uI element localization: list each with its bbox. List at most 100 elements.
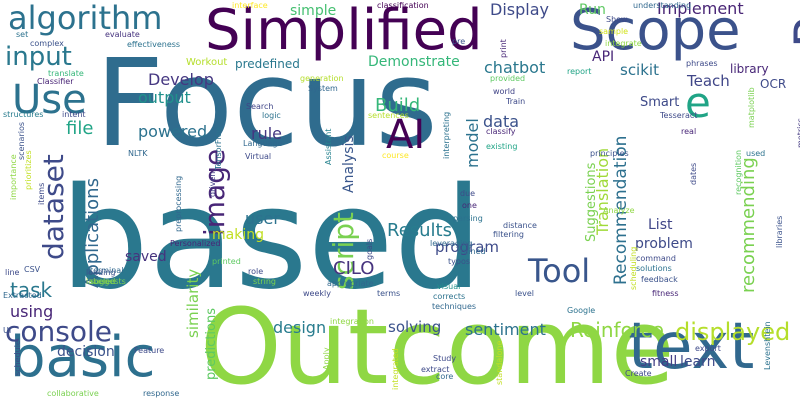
cloud-word: saved: [125, 249, 167, 265]
cloud-word: Python: [784, 0, 800, 48]
cloud-word: Search: [246, 102, 274, 111]
cloud-word: learn: [680, 354, 716, 370]
cloud-word: predictions: [204, 308, 219, 380]
cloud-word: existing: [486, 142, 518, 151]
cloud-word: Apply: [322, 347, 331, 370]
cloud-word: solving: [388, 318, 442, 336]
cloud-word: TensorFlow: [214, 125, 223, 170]
cloud-word: distance: [503, 221, 537, 230]
cloud-word: basic: [10, 325, 156, 390]
cloud-word: model: [463, 118, 482, 168]
cloud-word: Analyze: [603, 206, 635, 215]
cloud-word: Extracted: [3, 291, 42, 300]
cloud-word: powered: [138, 122, 208, 141]
cloud-word: Teach: [687, 72, 730, 90]
cloud-word: intent: [62, 110, 86, 119]
cloud-word: making: [212, 227, 264, 243]
cloud-word: prioritizes: [24, 150, 33, 190]
cloud-word: Reinforce: [570, 318, 664, 342]
cloud-word: goals: [365, 238, 374, 260]
cloud-word: problem: [635, 236, 693, 252]
cloud-word: user: [245, 209, 280, 228]
cloud-word: AI: [386, 112, 426, 158]
cloud-word: understanding: [633, 1, 692, 10]
cloud-word: Google: [567, 306, 596, 315]
cloud-word: Study: [433, 354, 457, 363]
cloud-word: driven: [208, 171, 217, 197]
cloud-word: Tesseract: [660, 111, 698, 120]
cloud-word: due: [460, 189, 476, 198]
cloud-word: extract: [421, 365, 450, 374]
cloud-word: e: [685, 78, 711, 127]
cloud-word: visual: [437, 282, 461, 291]
cloud-word: Classifier: [37, 77, 74, 86]
cloud-word: terms: [377, 289, 401, 298]
cloud-word: Create: [625, 369, 652, 378]
cloud-word: data: [483, 112, 520, 131]
cloud-word: appropriate: [327, 279, 374, 288]
cloud-word: rule: [251, 124, 283, 143]
cloud-word: classification: [377, 1, 429, 10]
cloud-word: phrases: [686, 59, 718, 68]
cloud-word: role: [248, 267, 264, 276]
cloud-word: standalone: [495, 340, 504, 385]
cloud-word: real: [681, 127, 697, 136]
cloud-word: string: [253, 277, 276, 286]
cloud-word: logic: [262, 111, 281, 120]
cloud-word: feedback: [641, 275, 678, 284]
cloud-word: Suggestions: [584, 162, 599, 242]
cloud-word: set: [16, 30, 29, 39]
cloud-word: response: [143, 389, 180, 398]
cloud-word: core: [436, 372, 454, 381]
cloud-word: Workout: [186, 57, 228, 68]
cloud-word: output: [138, 88, 191, 107]
cloud-word: command: [636, 254, 676, 263]
cloud-word: print: [499, 39, 508, 58]
cloud-word: export: [695, 344, 721, 353]
cloud-word: Focus: [95, 35, 438, 174]
cloud-word: input: [5, 42, 72, 72]
cloud-word: Train: [506, 97, 526, 106]
cloud-word: Results: [387, 220, 452, 241]
cloud-word: matplotlib: [747, 87, 756, 128]
cloud-word: List: [648, 217, 673, 233]
cloud-word: sentences: [368, 111, 409, 120]
cloud-word: task: [10, 278, 53, 302]
cloud-word: integration: [330, 317, 374, 326]
cloud-word: importance: [9, 154, 18, 200]
cloud-word: structures: [3, 110, 44, 119]
cloud-word: Language: [243, 139, 283, 148]
cloud-word: translate: [48, 69, 84, 78]
cloud-word: classify: [486, 127, 516, 136]
cloud-word: corrects: [433, 292, 466, 301]
cloud-word: sample: [599, 27, 629, 36]
cloud-word: Use: [12, 77, 87, 123]
cloud-word: API: [592, 49, 615, 65]
cloud-word: world: [493, 87, 516, 96]
cloud-word: OCR: [760, 77, 787, 91]
cloud-word: scikit: [620, 61, 659, 79]
cloud-word: text: [628, 310, 755, 384]
cloud-word: course: [382, 151, 409, 160]
cloud-word: Levenshtein: [763, 321, 772, 370]
cloud-word: design: [273, 318, 327, 337]
cloud-word: Virtual: [245, 152, 272, 161]
cloud-word: small: [640, 354, 678, 370]
cloud-word: Run: [579, 2, 606, 18]
cloud-word: based: [60, 158, 483, 321]
cloud-word: loading: [86, 268, 116, 277]
cloud-word: collaborative: [47, 389, 99, 398]
cloud-word: UI: [3, 326, 12, 335]
cloud-word: decision: [57, 344, 115, 360]
cloud-word: effectiveness: [127, 40, 181, 49]
cloud-word: Personalized: [170, 239, 221, 248]
cloud-word: weekly: [303, 289, 331, 298]
cloud-word: Smart: [640, 95, 680, 110]
cloud-word: using: [10, 302, 54, 321]
cloud-word: printed: [212, 257, 241, 266]
cloud-word: fitness: [652, 289, 679, 298]
cloud-word: interface: [232, 1, 268, 10]
cloud-word: Display: [490, 0, 549, 19]
cloud-word: generation: [300, 74, 344, 83]
cloud-word: console: [5, 315, 112, 348]
